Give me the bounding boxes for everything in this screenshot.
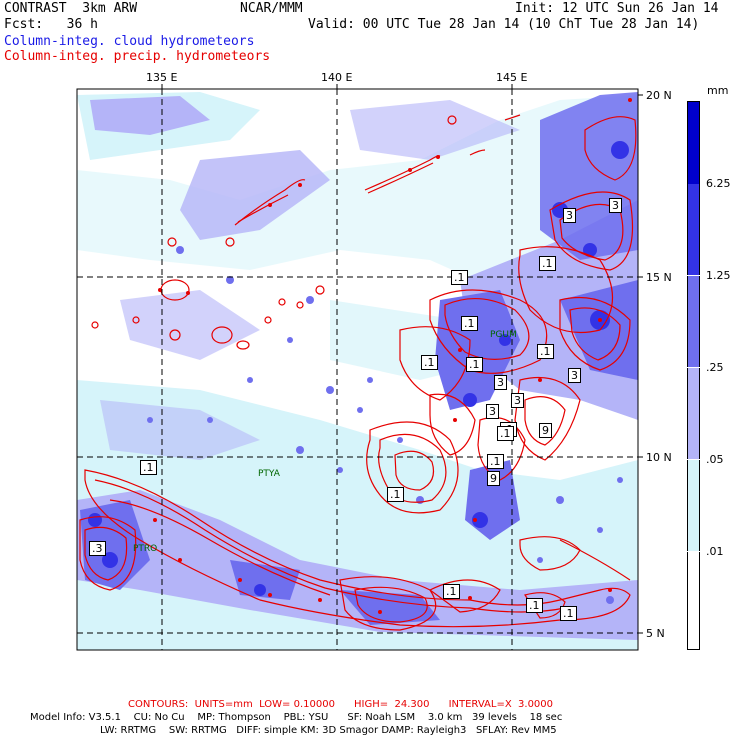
station-label: PTYA [258,469,280,479]
contour-label: 3 [568,368,581,383]
contour-label: .1 [497,426,514,441]
lat-label: 15 N [646,271,672,284]
contour-label: .1 [537,344,554,359]
colorbar-level: .01 [706,545,724,558]
colorbar-swatch [687,460,700,551]
contour-label: .1 [466,357,483,372]
contour-label: .1 [487,454,504,469]
contour-label: 3 [609,198,622,213]
model-info-line2: LW: RRTMG SW: RRTMG DIFF: simple KM: 3D … [100,725,557,736]
contour-label: 3 [563,208,576,223]
contour-label: .1 [461,316,478,331]
colorbar-swatch [687,101,700,184]
contour-label: .1 [443,584,460,599]
contour-label: .1 [387,487,404,502]
colorbar-level: 6.25 [706,177,731,190]
lat-label: 20 N [646,89,672,102]
station-label: PGUM [490,330,517,340]
lon-label: 135 E [146,71,178,84]
contour-label: 3 [494,375,507,390]
colorbar-unit: mm [707,84,729,97]
lon-label: 145 E [496,71,528,84]
forecast-hour: Fcst: 36 h [4,17,98,32]
contour-label: .3 [89,541,106,556]
model-title: CONTRAST 3km ARW [4,1,138,16]
colorbar-level: .25 [706,361,724,374]
colorbar-swatch [687,184,700,275]
contour-label: .1 [140,460,157,475]
organization: NCAR/MMM [240,1,303,16]
contour-label: .1 [421,355,438,370]
field-cloud-label: Column-integ. cloud hydrometeors [4,34,255,49]
colorbar-level: .05 [706,453,724,466]
contour-label: .1 [539,256,556,271]
field-precip-label: Column-integ. precip. hydrometeors [4,49,271,64]
contour-label: .1 [526,598,543,613]
colorbar-swatch [687,368,700,459]
init-time: Init: 12 UTC Sun 26 Jan 14 [515,1,719,16]
contour-label: .1 [451,270,468,285]
contour-label: 9 [539,423,552,438]
station-label: PTRO [133,544,158,554]
contour-label: 3 [486,404,499,419]
lat-lon-grid [77,89,638,650]
contour-label: .1 [560,606,577,621]
model-info-line1: Model Info: V3.5.1 CU: No Cu MP: Thompso… [30,712,563,723]
lat-label: 10 N [646,451,672,464]
colorbar-swatch [687,552,700,650]
lon-label: 140 E [321,71,353,84]
colorbar-level: 1.25 [706,269,731,282]
valid-time: Valid: 00 UTC Tue 28 Jan 14 (10 ChT Tue … [308,17,700,32]
contour-label: 3 [511,393,524,408]
contours-info: CONTOURS: UNITS=mm LOW= 0.10000 HIGH= 24… [128,699,554,710]
contour-label: 9 [487,471,500,486]
colorbar-swatch [687,276,700,367]
lat-label: 5 N [646,627,665,640]
